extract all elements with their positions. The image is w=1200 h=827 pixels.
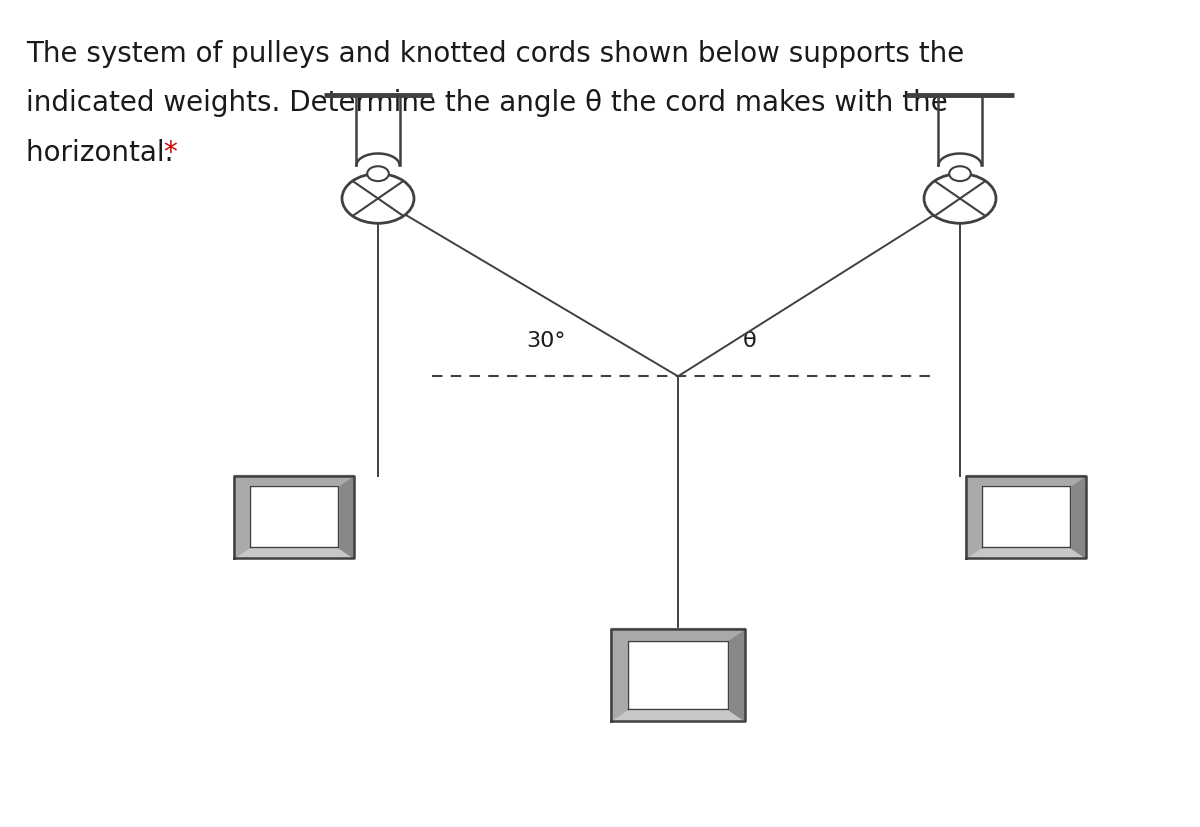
Text: The system of pulleys and knotted cords shown below supports the: The system of pulleys and knotted cords …: [26, 40, 965, 68]
Text: θ: θ: [743, 332, 757, 351]
Polygon shape: [727, 629, 745, 721]
Text: horizontal.: horizontal.: [26, 139, 182, 167]
Polygon shape: [629, 641, 727, 709]
Text: W: W: [1014, 521, 1038, 545]
Polygon shape: [982, 486, 1070, 547]
Circle shape: [367, 166, 389, 181]
Polygon shape: [250, 486, 338, 547]
Polygon shape: [234, 476, 250, 558]
Text: *: *: [163, 139, 178, 167]
Polygon shape: [611, 709, 745, 721]
Polygon shape: [611, 629, 629, 721]
Polygon shape: [966, 547, 1086, 558]
Text: 30°: 30°: [527, 332, 565, 351]
Text: 300 N: 300 N: [257, 521, 331, 545]
Circle shape: [924, 174, 996, 223]
Polygon shape: [966, 476, 1086, 486]
Circle shape: [949, 166, 971, 181]
Polygon shape: [234, 476, 354, 486]
Polygon shape: [234, 547, 354, 558]
Polygon shape: [1070, 476, 1086, 558]
Text: 500 N: 500 N: [641, 682, 715, 706]
Text: indicated weights. Determine the angle θ the cord makes with the: indicated weights. Determine the angle θ…: [26, 89, 948, 117]
Circle shape: [342, 174, 414, 223]
Polygon shape: [611, 629, 745, 641]
Polygon shape: [338, 476, 354, 558]
Polygon shape: [966, 476, 982, 558]
